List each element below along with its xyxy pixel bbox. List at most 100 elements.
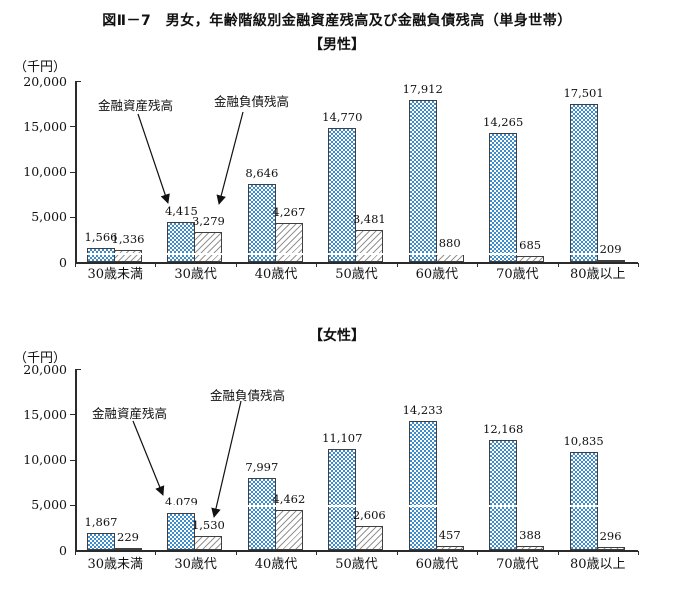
asset-bar (167, 222, 196, 262)
value-label: 14,233 (402, 403, 443, 418)
annotation-arrow (211, 400, 242, 518)
y-tick-label: 15,000 (23, 118, 67, 134)
y-tick-label: 20,000 (23, 73, 67, 89)
y-tick (70, 504, 75, 506)
male-unit-label: （千円） (14, 60, 67, 75)
x-tick (155, 263, 157, 267)
value-label: 12,168 (483, 421, 524, 436)
value-label: 4,079 (164, 495, 198, 510)
asset-bar (489, 439, 518, 550)
value-label: 11,107 (322, 431, 363, 446)
liability-bar (355, 526, 384, 550)
liability-bar (194, 232, 223, 262)
value-label: 1,867 (84, 515, 118, 530)
x-tick (396, 263, 398, 267)
y-tick-label: 5,000 (31, 209, 67, 225)
x-category-label: 50歳代 (335, 557, 378, 572)
asset-bar (247, 477, 276, 550)
asset-bar (408, 99, 437, 262)
x-category-label: 40歳代 (254, 267, 298, 282)
liability-bar (355, 230, 384, 262)
x-category-label: 30歳代 (174, 557, 217, 572)
x-tick (477, 263, 479, 267)
value-label: 685 (519, 237, 542, 252)
x-tick (396, 551, 398, 555)
asset-bar (247, 183, 276, 262)
asset-bar (328, 449, 357, 550)
value-label: 1,530 (191, 518, 225, 533)
value-label: 8,646 (245, 165, 279, 180)
value-label: 209 (599, 242, 622, 256)
liability-bar (114, 249, 142, 262)
liability-annotation-label: 金融負債残高 (210, 388, 286, 403)
y-tick-label: 5,000 (31, 497, 67, 513)
liability-bar (194, 536, 223, 550)
x-category-label: 70歳代 (496, 557, 539, 572)
y-tick (70, 459, 75, 461)
asset-bar (569, 451, 598, 550)
value-label: 14,770 (322, 110, 363, 125)
female-unit-label: （千円） (14, 351, 67, 366)
asset-bar (408, 421, 437, 550)
liability-bar (114, 547, 142, 550)
liability-bar (274, 223, 303, 262)
value-label: 457 (438, 527, 461, 542)
value-label: 1,336 (111, 231, 145, 246)
liability-bar (435, 545, 464, 550)
y-tick (70, 171, 75, 173)
x-axis (75, 550, 638, 552)
value-label: 4,415 (164, 204, 198, 219)
liability-bar (516, 255, 545, 262)
x-category-label: 70歳代 (496, 267, 539, 282)
x-tick (316, 551, 318, 555)
y-tick (70, 414, 75, 416)
value-label: 14,265 (483, 114, 524, 129)
liability-bar (596, 260, 625, 262)
x-tick (75, 263, 76, 267)
x-tick (235, 551, 237, 555)
x-tick (557, 263, 559, 267)
x-tick (75, 551, 76, 555)
x-category-label: 30歳未満 (87, 267, 143, 282)
value-label: 7,997 (245, 459, 279, 474)
liability-bar (516, 546, 545, 550)
liability-bar (596, 547, 625, 550)
x-category-label: 80歳以上 (570, 557, 626, 572)
y-tick-label: 10,000 (23, 452, 67, 467)
asset-bar (87, 533, 115, 550)
value-label: 2,606 (352, 508, 386, 523)
x-category-label: 80歳以上 (570, 267, 626, 282)
x-axis (75, 262, 638, 264)
y-axis (75, 369, 77, 550)
white-gridline (77, 252, 638, 255)
x-category-label: 60歳代 (415, 557, 459, 572)
y-axis-top-tick (75, 81, 81, 82)
y-tick-label: 20,000 (23, 361, 67, 377)
y-tick-label: 0 (59, 254, 67, 270)
asset-bar (489, 132, 518, 262)
y-tick (70, 126, 75, 128)
x-category-label: 60歳代 (415, 267, 459, 282)
value-label: 10,835 (563, 433, 604, 448)
asset-bar (569, 103, 598, 262)
value-label: 3,481 (352, 212, 386, 227)
asset-bar (328, 128, 357, 262)
y-tick-label: 10,000 (23, 164, 67, 179)
figure-title: 図Ⅱ－7 男女，年齢階級別金融資産残高及び金融負債残高（単身世帯） (102, 13, 572, 29)
value-label: 4,267 (272, 205, 306, 220)
liability-annotation-label: 金融負債残高 (214, 94, 290, 109)
white-gridline (77, 504, 638, 507)
value-label: 1,566 (84, 229, 118, 244)
female-section-title: 【女性】 (309, 328, 365, 344)
y-axis-top-tick (75, 369, 81, 370)
x-tick (638, 551, 639, 555)
male-section-title: 【男性】 (309, 37, 365, 53)
liability-bar (274, 509, 303, 550)
value-label: 3,279 (191, 214, 225, 229)
value-label: 17,912 (402, 81, 443, 96)
value-label: 388 (519, 528, 542, 543)
y-tick-label: 0 (59, 542, 67, 558)
x-category-label: 50歳代 (335, 267, 378, 282)
